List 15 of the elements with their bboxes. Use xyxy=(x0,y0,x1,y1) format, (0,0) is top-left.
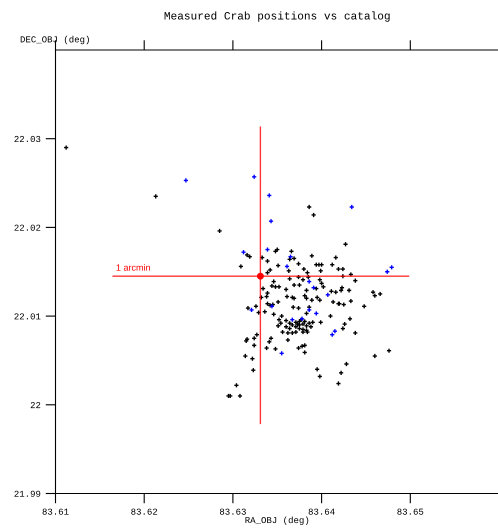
x-tick-label: 83.64 xyxy=(308,508,335,515)
y-tick-label: 22.03 xyxy=(14,136,40,142)
y-tick-label: 22.02 xyxy=(14,224,40,231)
x-tick-label: 83.63 xyxy=(220,508,246,515)
x-axis-title: RA_OBJ (deg) xyxy=(245,516,308,525)
y-axis-title: DEC_OBJ (deg) xyxy=(20,36,89,44)
y-tick-label: 22.01 xyxy=(14,313,40,320)
annotation: 1 arcmin xyxy=(116,264,150,271)
x-tick-label: 83.65 xyxy=(397,508,424,515)
x-tick-label: 83.61 xyxy=(42,508,69,515)
y-tick-label: 21.99 xyxy=(14,490,40,497)
y-tick-label: 22 xyxy=(30,402,40,408)
x-tick-label: 83.62 xyxy=(131,508,158,515)
chart-title: Measured Crab positions vs catalog xyxy=(164,11,390,22)
point xyxy=(256,272,264,280)
